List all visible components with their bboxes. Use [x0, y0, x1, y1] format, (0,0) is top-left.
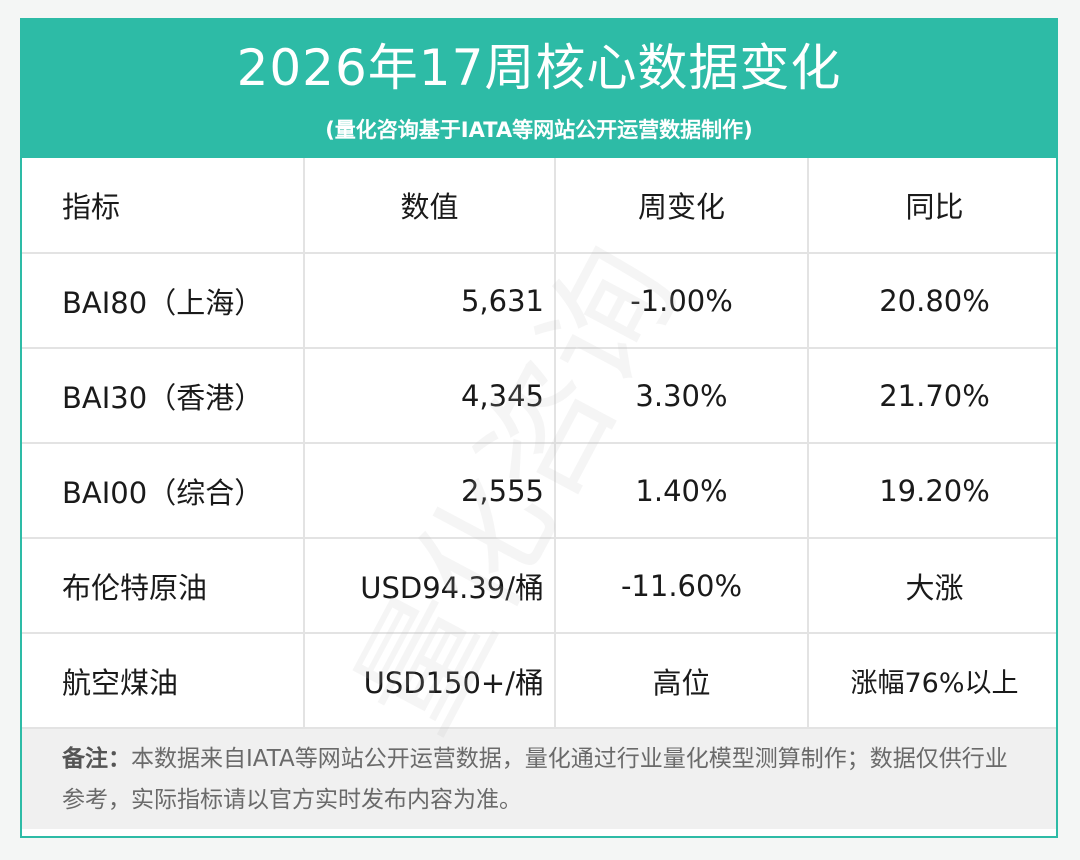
table-header-row: 指标 数值 周变化 同比	[22, 158, 1056, 254]
column-header-indicator: 指标	[22, 158, 305, 254]
row-yoy: 20.80%	[808, 253, 1056, 349]
row-weekly-change: -1.00%	[555, 253, 809, 349]
row-yoy: 21.70%	[808, 348, 1056, 444]
row-yoy: 涨幅76%以上	[808, 633, 1056, 729]
table-row: BAI30（香港） 4,345 3.30% 21.70%	[22, 348, 1056, 444]
row-indicator: BAI30（香港）	[22, 348, 305, 444]
row-yoy: 大涨	[808, 538, 1056, 634]
row-value: USD94.39/桶	[304, 538, 556, 634]
row-weekly-change: 高位	[555, 633, 809, 729]
footnote-text: 本数据来自IATA等网站公开运营数据，量化通过行业量化模型测算制作；数据仅供行业…	[62, 746, 1008, 813]
row-yoy: 19.20%	[808, 443, 1056, 539]
row-indicator: 布伦特原油	[22, 538, 305, 634]
table-row: BAI80（上海） 5,631 -1.00% 20.80%	[22, 253, 1056, 349]
column-header-yoy: 同比	[808, 158, 1056, 254]
page-subtitle: (量化咨询基于IATA等网站公开运营数据制作)	[325, 118, 753, 142]
table-row: 航空煤油 USD150+/桶 高位 涨幅76%以上	[22, 633, 1056, 729]
column-header-value: 数值	[304, 158, 556, 254]
footnote-label: 备注：	[62, 746, 131, 772]
row-value: 4,345	[304, 348, 556, 444]
column-header-weekly-change: 周变化	[555, 158, 809, 254]
table-row: 布伦特原油 USD94.39/桶 -11.60% 大涨	[22, 538, 1056, 634]
table-row: BAI00（综合） 2,555 1.40% 19.20%	[22, 443, 1056, 539]
row-value: USD150+/桶	[304, 633, 556, 729]
row-weekly-change: 3.30%	[555, 348, 809, 444]
header: 2026年17周核心数据变化 (量化咨询基于IATA等网站公开运营数据制作)	[22, 20, 1056, 158]
row-value: 2,555	[304, 443, 556, 539]
row-weekly-change: -11.60%	[555, 538, 809, 634]
row-indicator: BAI80（上海）	[22, 253, 305, 349]
page-title: 2026年17周核心数据变化	[236, 39, 842, 97]
row-value: 5,631	[304, 253, 556, 349]
data-card: 2026年17周核心数据变化 (量化咨询基于IATA等网站公开运营数据制作) 指…	[20, 18, 1058, 838]
row-indicator: 航空煤油	[22, 633, 305, 729]
data-table: 指标 数值 周变化 同比 BAI80（上海） 5,631 -1.00% 20.8…	[22, 158, 1056, 729]
row-weekly-change: 1.40%	[555, 443, 809, 539]
footnote: 备注：本数据来自IATA等网站公开运营数据，量化通过行业量化模型测算制作；数据仅…	[22, 729, 1056, 829]
row-indicator: BAI00（综合）	[22, 443, 305, 539]
